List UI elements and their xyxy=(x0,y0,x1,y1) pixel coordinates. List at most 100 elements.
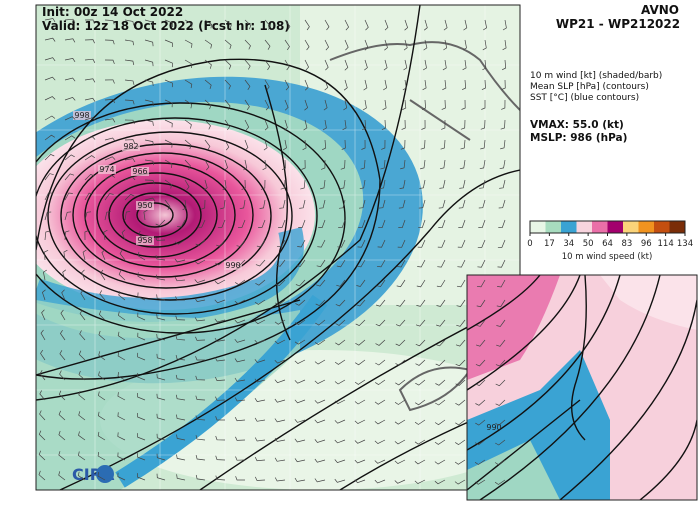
barb xyxy=(334,478,346,483)
barb xyxy=(224,79,231,90)
barb xyxy=(314,359,326,365)
barb xyxy=(264,59,271,71)
barb xyxy=(184,99,193,109)
barb xyxy=(98,351,106,361)
barb xyxy=(434,439,446,445)
barb xyxy=(58,430,66,441)
colorbar-swatch xyxy=(638,221,655,233)
barb xyxy=(415,379,426,386)
barb xyxy=(294,339,306,345)
barb xyxy=(423,39,428,51)
barb xyxy=(404,19,409,31)
barb xyxy=(414,479,426,485)
barb xyxy=(244,19,252,30)
barb xyxy=(254,299,266,305)
barb xyxy=(59,370,66,381)
barb xyxy=(137,413,146,421)
barb xyxy=(343,99,348,111)
barb xyxy=(254,437,266,442)
contour-label-bg xyxy=(131,167,149,176)
wind-barbs xyxy=(38,18,507,485)
barb xyxy=(118,311,126,321)
barb xyxy=(374,419,386,425)
barb xyxy=(440,139,446,150)
barb xyxy=(156,373,166,381)
barb xyxy=(459,159,466,170)
barb xyxy=(101,249,106,261)
barb xyxy=(434,419,446,426)
barb xyxy=(316,259,326,268)
barb xyxy=(235,436,246,441)
barb xyxy=(124,59,135,66)
barb xyxy=(44,115,56,121)
barb xyxy=(355,339,366,346)
barb xyxy=(224,99,231,110)
barb xyxy=(422,59,427,71)
barb xyxy=(338,219,346,228)
barb xyxy=(344,59,349,71)
barb xyxy=(177,219,186,228)
barb xyxy=(254,476,266,481)
barb xyxy=(104,193,114,201)
barb xyxy=(284,39,290,51)
barb xyxy=(194,279,206,284)
barb xyxy=(334,419,346,424)
barb xyxy=(244,39,251,50)
barb xyxy=(244,99,250,111)
barb xyxy=(278,219,286,228)
barb xyxy=(175,335,186,341)
barb xyxy=(78,451,86,461)
colorbar-swatch xyxy=(623,221,639,233)
barb xyxy=(317,239,326,248)
barb xyxy=(117,432,126,441)
barb xyxy=(84,58,96,63)
colorbar-swatch xyxy=(561,221,577,233)
barb xyxy=(314,478,326,483)
barb xyxy=(215,416,225,421)
barb xyxy=(354,479,366,484)
barb xyxy=(496,299,506,308)
barb xyxy=(294,379,306,384)
barb xyxy=(164,119,173,128)
barb xyxy=(463,19,468,31)
barb xyxy=(204,19,213,29)
contour-label: 958 xyxy=(137,236,152,245)
barb xyxy=(118,291,126,301)
barb xyxy=(344,19,350,31)
barb xyxy=(437,239,446,248)
barb xyxy=(274,457,286,462)
barb xyxy=(98,371,106,381)
barb xyxy=(137,453,146,461)
barb xyxy=(144,59,154,67)
barb xyxy=(458,219,466,228)
barb xyxy=(274,477,286,482)
barb xyxy=(144,159,155,166)
barb xyxy=(64,173,75,181)
barb xyxy=(164,59,173,68)
barb xyxy=(214,279,226,285)
barb xyxy=(501,79,506,90)
barb xyxy=(362,119,367,131)
barb xyxy=(194,298,206,302)
barb xyxy=(363,79,368,91)
barb xyxy=(84,136,96,141)
barb xyxy=(40,349,46,361)
barb xyxy=(396,299,406,307)
logo-icon xyxy=(96,465,114,483)
barb xyxy=(441,119,446,130)
map xyxy=(36,5,520,490)
barb xyxy=(458,199,466,209)
barb xyxy=(262,159,267,171)
barb xyxy=(124,119,135,125)
colorbar-tick-label: 0 xyxy=(527,239,532,249)
barb xyxy=(435,359,446,367)
barb xyxy=(456,299,466,307)
barb xyxy=(254,319,266,325)
barb xyxy=(137,292,146,301)
colorbar-tick-label: 34 xyxy=(563,239,574,249)
barb xyxy=(195,239,206,247)
barb xyxy=(194,259,206,265)
mslp: MSLP: 986 (hPa) xyxy=(530,132,627,144)
barb xyxy=(64,192,73,201)
